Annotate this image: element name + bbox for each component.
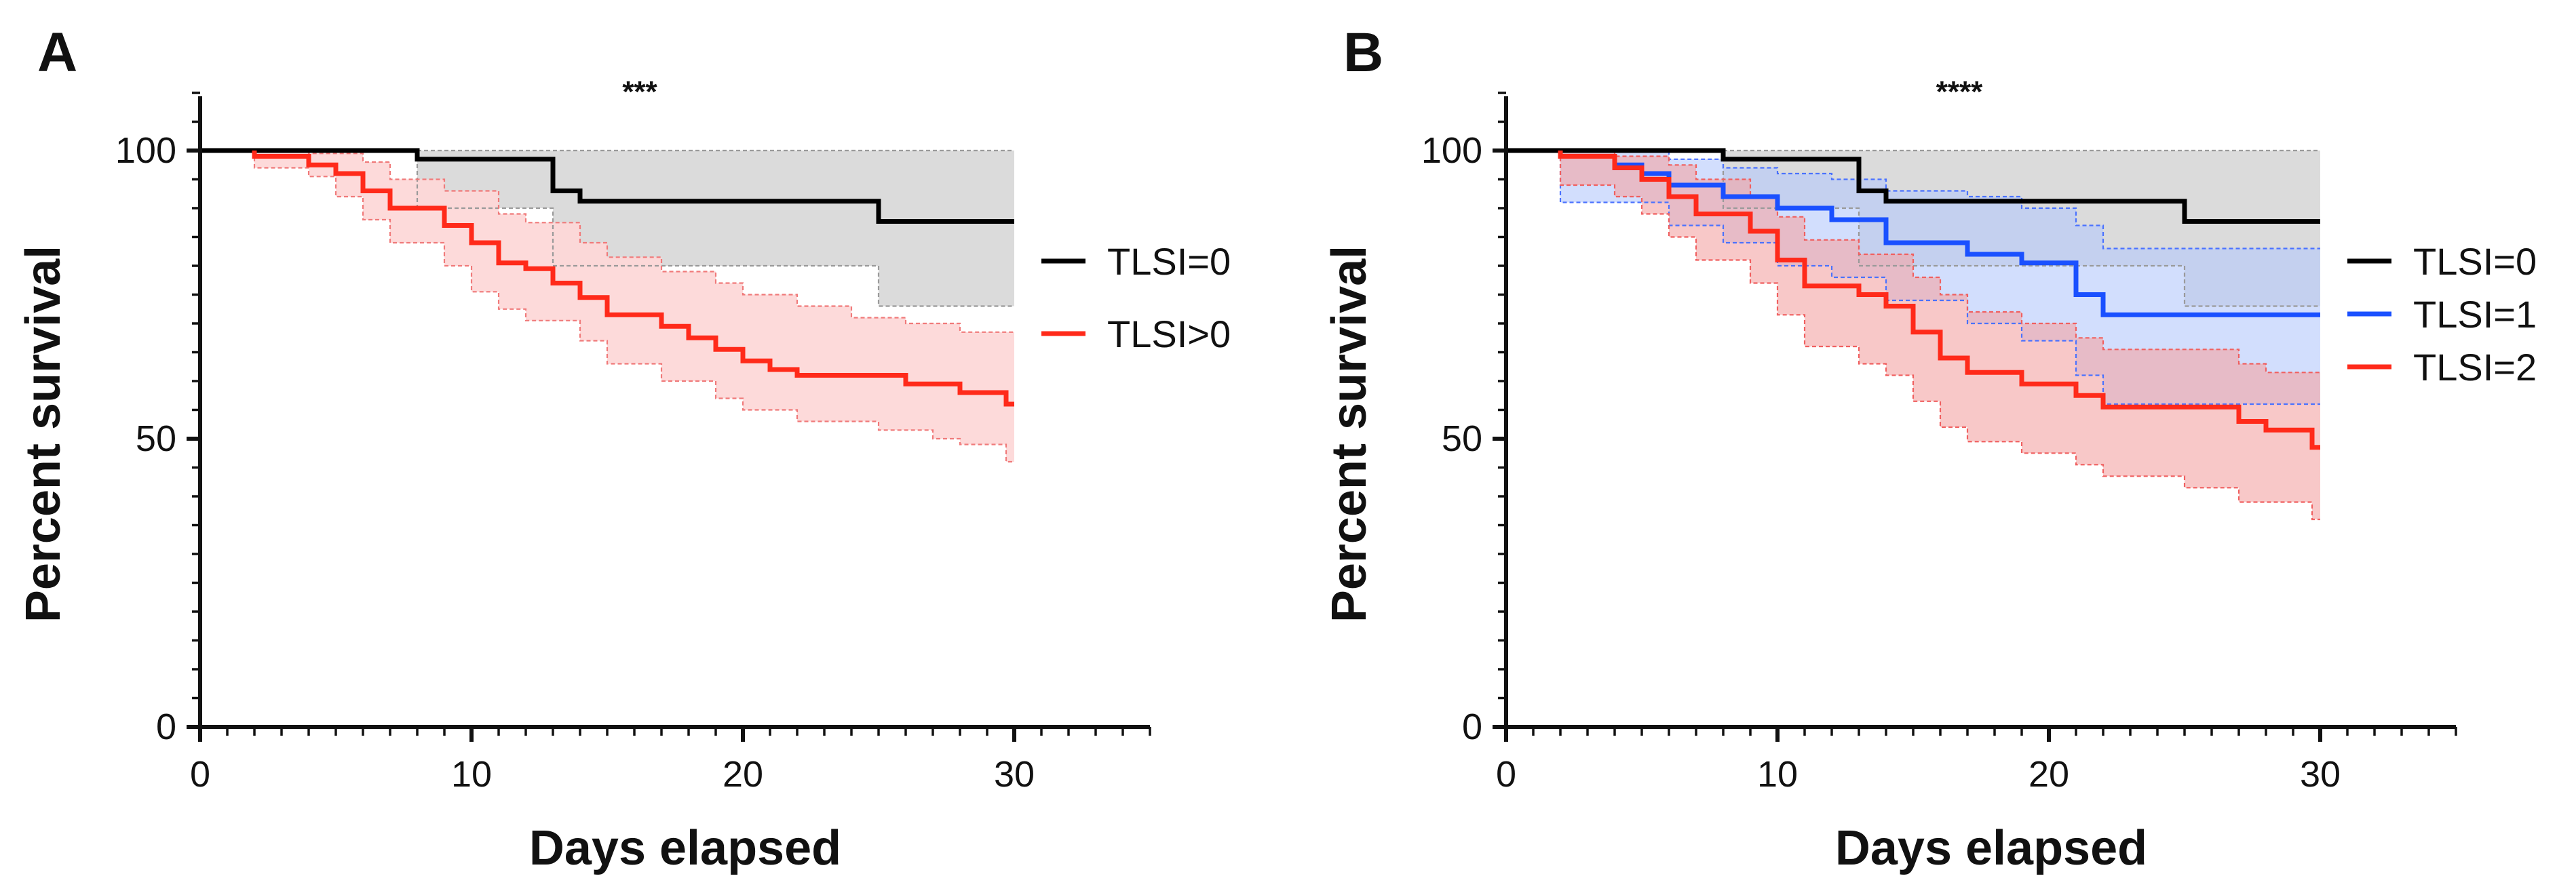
- panel-b-legend-label-tlsi-0: TLSI=0: [2413, 240, 2537, 283]
- panel-b-ci-lower-tlsi-1: [1559, 151, 2320, 405]
- panel-b-legend: TLSI=0 TLSI=1 TLSI=2: [2347, 240, 2537, 389]
- panel-a-xtick-10: 10: [451, 754, 492, 795]
- panel-a-ytick-50: 50: [136, 418, 176, 459]
- panel-b-ytick-0: 0: [1462, 707, 1482, 747]
- panel-a-ytick-100: 100: [115, 130, 176, 171]
- panel-b-significance: ****: [1936, 75, 1983, 108]
- panel-b-line-tlsi-2: [1558, 151, 2320, 450]
- panel-b-xtick-10: 10: [1757, 754, 1798, 795]
- panel-a-letter: A: [37, 22, 77, 83]
- panel-a-legend-label-tlsi-gt0: TLSI>0: [1107, 313, 1231, 355]
- panel-b-xtick-0: 0: [1496, 754, 1516, 795]
- panel-a-ci-band-tlsi-gt0: [254, 151, 1014, 462]
- panel-b-xtick-20: 20: [2029, 754, 2069, 795]
- panel-b: B **** 100 50 0 0 10 20 30 Days elapsed …: [1322, 22, 2537, 875]
- panel-a-ci-upper-tlsi-gt0: [254, 149, 1014, 333]
- panel-b-ytick-100: 100: [1421, 130, 1482, 171]
- panel-b-ci-layer: [1506, 149, 2320, 521]
- panel-b-axes-layer: [1493, 92, 2457, 742]
- panel-b-legend-label-tlsi-2: TLSI=2: [2413, 346, 2537, 389]
- panel-b-ylabel: Percent survival: [1322, 245, 1377, 622]
- panel-b-ci-lower-tlsi-2: [1559, 151, 2320, 521]
- panel-a-ci-band-tlsi-0: [200, 151, 1014, 306]
- panel-a-xtick-20: 20: [723, 754, 763, 795]
- panel-a-significance: ***: [622, 75, 657, 108]
- panel-a-xlabel: Days elapsed: [529, 821, 841, 875]
- panel-b-lines-layer: [1506, 148, 2320, 450]
- panel-a-legend-label-tlsi-0: TLSI=0: [1107, 240, 1231, 283]
- panel-b-legend-label-tlsi-1: TLSI=1: [2413, 293, 2537, 336]
- panel-b-line-tlsi-0: [1506, 148, 2320, 224]
- panel-a-xtick-30: 30: [994, 754, 1035, 795]
- panel-a-axes-layer: [187, 92, 1151, 742]
- panel-b-line-tlsi-1: [1558, 151, 2320, 317]
- panel-a-ci-layer: [200, 149, 1014, 463]
- panel-a-ytick-0: 0: [156, 707, 176, 747]
- panel-a-ci-lower-tlsi-gt0: [253, 151, 1014, 463]
- panel-a-line-tlsi-gt0: [252, 151, 1014, 407]
- panel-b-letter: B: [1343, 22, 1383, 83]
- panel-a-lines-layer: [200, 148, 1014, 407]
- panel-a-legend: TLSI=0 TLSI>0: [1041, 240, 1231, 355]
- panel-b-ci-upper-tlsi-2: [1560, 149, 2320, 374]
- panel-b-ytick-50: 50: [1442, 418, 1482, 459]
- panel-b-xtick-30: 30: [2300, 754, 2341, 795]
- panel-a-line-tlsi-0: [200, 148, 1014, 224]
- panel-b-xlabel: Days elapsed: [1835, 821, 2147, 875]
- panel-a-ylabel: Percent survival: [16, 245, 71, 622]
- panel-a-xtick-0: 0: [190, 754, 210, 795]
- panel-a: A *** 100 50 0 0 10 20 30 Days elapsed P…: [16, 22, 1231, 875]
